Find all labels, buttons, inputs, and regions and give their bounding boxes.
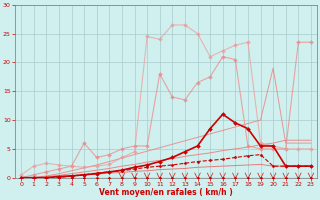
X-axis label: Vent moyen/en rafales ( km/h ): Vent moyen/en rafales ( km/h ) — [99, 188, 233, 197]
